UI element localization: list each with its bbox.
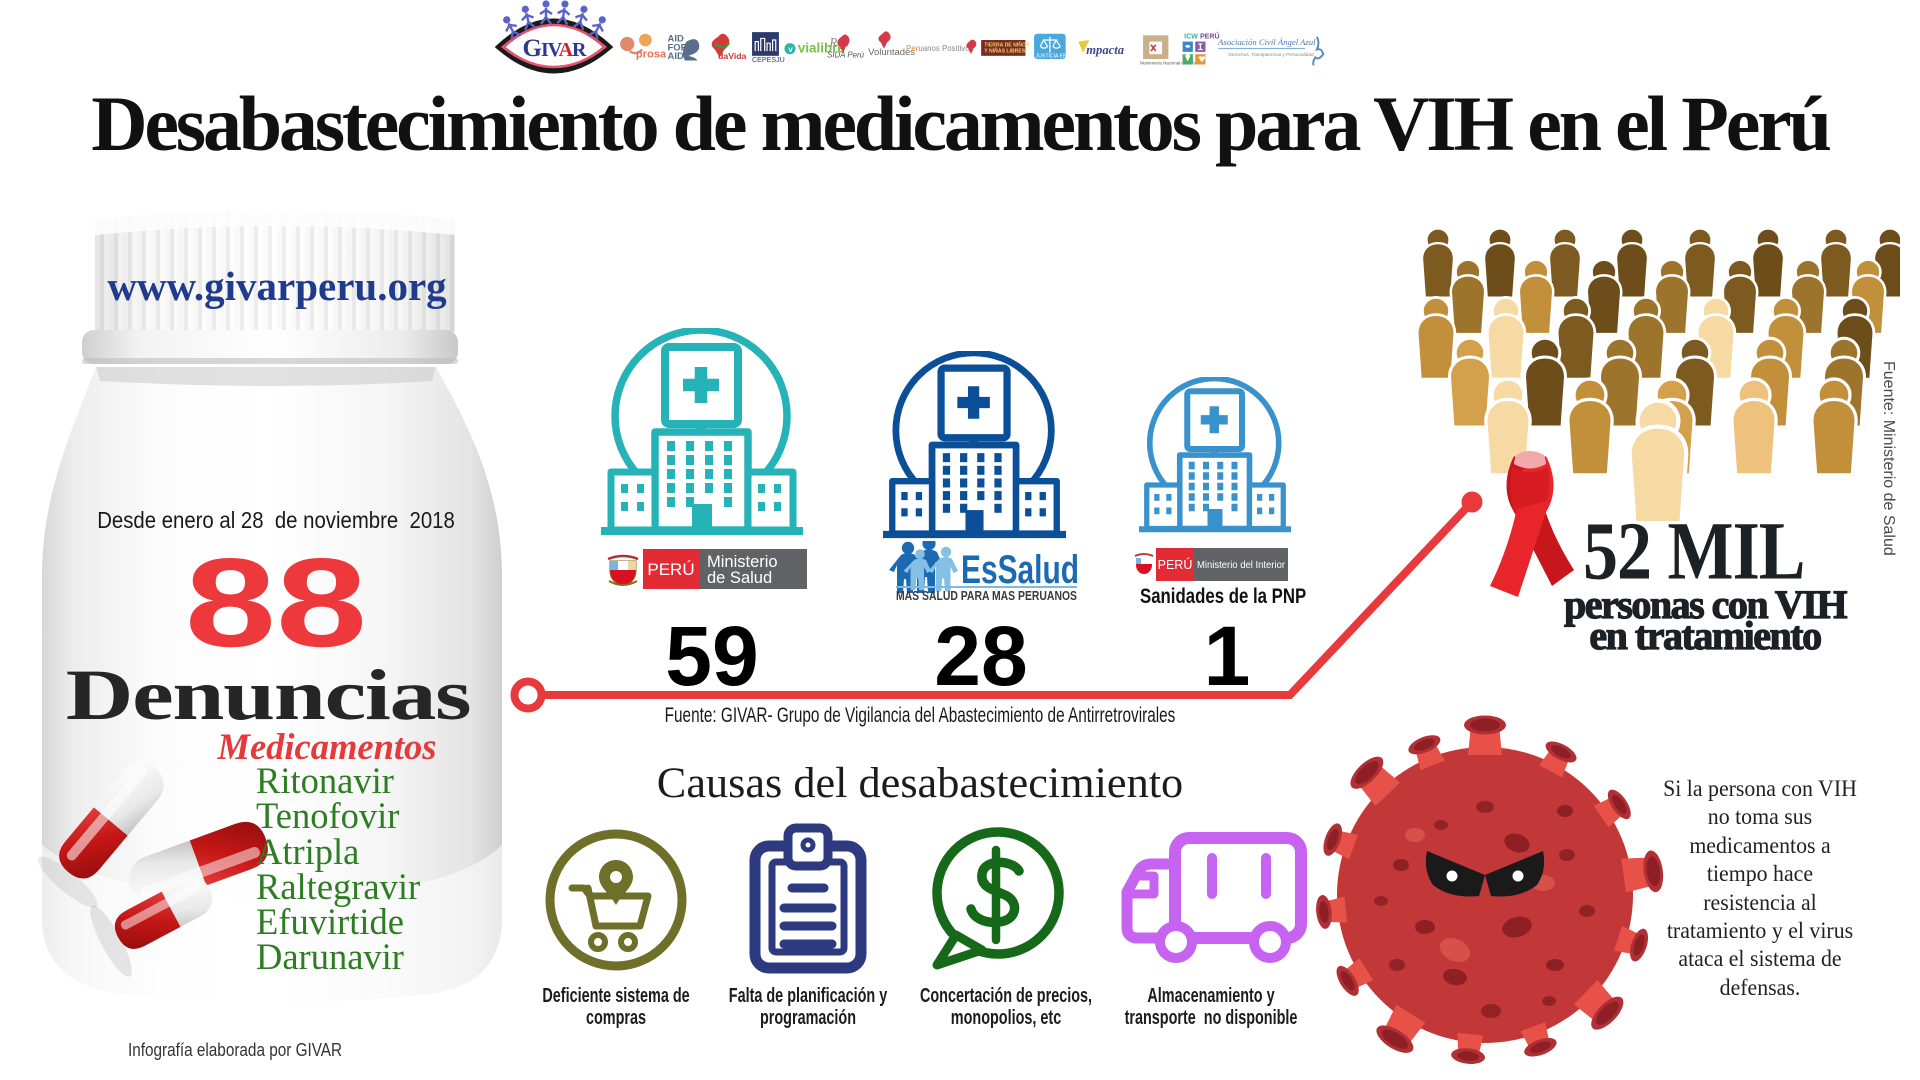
- svg-text:TIERRA DE NIÑOS: TIERRA DE NIÑOS: [984, 41, 1030, 48]
- svg-text:PERÚ: PERÚ: [647, 560, 694, 579]
- svg-text:v: v: [788, 45, 793, 54]
- svg-text:ICW PERÚ: ICW PERÚ: [1184, 31, 1219, 40]
- svg-text:mpacta: mpacta: [1086, 43, 1125, 57]
- svg-text:Y NIÑAS LIBRES: Y NIÑAS LIBRES: [984, 48, 1025, 55]
- svg-text:FOR: FOR: [668, 42, 688, 53]
- svg-text:JUSTICIA EN SALUD: JUSTICIA EN SALUD: [1036, 53, 1086, 59]
- svg-text:EsSalud: EsSalud: [961, 548, 1079, 592]
- svg-text:daVida: daVida: [718, 51, 746, 61]
- svg-text:prosa: prosa: [636, 48, 667, 60]
- svg-text:GIVAR: GIVAR: [522, 35, 587, 62]
- svg-text:Ministerio del Interior: Ministerio del Interior: [1197, 560, 1286, 571]
- svg-text:SIDA Perú: SIDA Perú: [827, 50, 865, 59]
- svg-text:Peruanos Positivos: Peruanos Positivos: [906, 44, 973, 53]
- svg-text:AID: AID: [668, 34, 684, 45]
- svg-text:AIDS: AIDS: [668, 51, 691, 62]
- svg-text:Derechos, Transparencia y Pers: Derechos, Transparencia y Personalidad: [1228, 52, 1314, 58]
- svg-text:PERÚ: PERÚ: [1158, 557, 1193, 572]
- svg-text:MAS SALUD PARA MAS PERUANOS: MAS SALUD PARA MAS PERUANOS: [896, 589, 1077, 603]
- svg-text:Movimiento Nacional de PVVS: Movimiento Nacional de PVVS: [1140, 61, 1199, 66]
- svg-text:Asociación Civil Ángel Azul: Asociación Civil Ángel Azul: [1217, 37, 1316, 47]
- svg-text:CEPESJU: CEPESJU: [752, 56, 785, 64]
- svg-text:Voluntades: Voluntades: [868, 47, 915, 58]
- svg-text:de Salud: de Salud: [707, 569, 772, 587]
- svg-text:vialibre: vialibre: [798, 41, 845, 56]
